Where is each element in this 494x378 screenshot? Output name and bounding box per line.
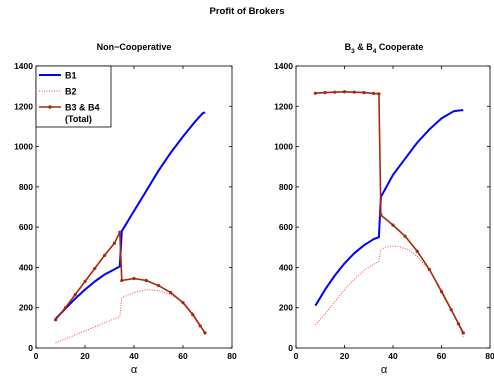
right-series-b34-marker [342,90,347,94]
left-y-tick-label: 1400 [14,61,33,71]
left-y-tick-label: 400 [19,262,33,272]
panel2-title-sub4: 4 [373,48,377,55]
left-series-b34-marker [144,278,148,283]
left-series-b34-marker [63,306,67,310]
legend-b2-label: B2 [65,87,77,97]
right-series-b34-marker [391,223,395,227]
right-series-b34-marker [379,213,383,217]
right-x-tick-label: 40 [388,351,398,361]
left-series-b34-marker [120,278,124,283]
right-y-tick-label: 0 [288,343,293,353]
xlabel-left: α [131,364,138,376]
right-x-tick-label: 60 [437,351,447,361]
left-series-b34-marker [169,291,173,295]
left-series-b34-marker [156,283,161,288]
right-y-tick-label: 800 [279,182,293,192]
left-x-tick-label: 20 [80,351,90,361]
left-x-tick-label: 40 [129,351,139,361]
left-y-tick-label: 800 [19,182,33,192]
legend-b34-label-total: (Total) [65,114,92,124]
left-series-b34-marker [132,276,136,281]
legend-box [35,65,112,128]
panel2-title-cooperate: Cooperate [376,42,423,52]
xlabel-right: α [381,364,388,376]
right-series-b34-marker [333,90,337,94]
right-series-b1-line [314,109,464,307]
left-y-tick-label: 1200 [14,101,33,111]
right-series-b34-marker [456,322,461,326]
legend-b34-marker [48,105,52,109]
left-series-b34-marker [203,331,207,335]
left-series-b34-marker [54,318,58,322]
right-series-b34-marker [377,92,381,96]
right-axes-box [295,65,491,349]
left-series-b34-marker [181,301,185,305]
panel1-title: Non−Cooperative [97,42,172,52]
right-x-tick-label: 20 [340,351,350,361]
right-y-tick-label: 1400 [274,61,293,71]
legend-b1-label: B1 [65,71,77,81]
left-series-b34-marker [118,230,122,234]
right-series-b34-marker [323,90,327,95]
right-y-tick-label: 600 [279,222,293,232]
left-series-b34-marker [73,293,77,297]
right-series-b34-marker [415,249,419,253]
left-y-tick-label: 0 [28,343,33,353]
right-series-b34-marker [439,290,444,294]
left-series-b34-marker [191,313,195,317]
left-series-b1-line [54,111,206,320]
left-y-tick-label: 600 [19,222,33,232]
right-series-b34-marker [449,308,453,312]
left-series-b34-marker [112,241,116,245]
right-x-tick-label: 80 [485,351,494,361]
panel2-title-sub3: 3 [351,48,355,55]
left-y-tick-label: 200 [19,303,33,313]
left-y-tick-label: 1000 [14,142,33,152]
figure-title: Profit of Brokers [210,6,285,17]
right-series-b34-marker [362,90,366,95]
right-series-b34-line [315,91,465,334]
right-series-b34-marker [461,331,465,335]
panel2-title: B3 & B4 Cooperate [345,42,424,55]
legend: B1 B2 B3 & B4 (Total) [35,65,112,128]
left-series-b34-marker [83,279,87,284]
left-x-tick-label: 60 [178,351,188,361]
right-series-b2-line [315,245,464,338]
left-series-b34-marker [198,324,202,328]
right-series-b34-marker [313,91,317,95]
left-x-tick-label: 80 [227,351,237,361]
right-series-b34-marker [372,91,376,95]
left-x-tick-label: 0 [34,351,39,361]
left-series-b34-marker [103,253,107,257]
panel2-title-and-b: & B [355,42,374,52]
right-series-b34-marker [427,267,431,272]
left-series-b34-marker [93,266,97,271]
right-series-b34-marker [352,90,356,94]
right-y-tick-label: 200 [279,303,293,313]
legend-b34-label: B3 & B4 [65,103,100,113]
left-series-b2-line [55,289,206,344]
right-series-b34-marker [403,234,407,238]
panel2-title-b: B [345,42,352,52]
left-series-b34-line [54,231,206,334]
right-y-tick-label: 400 [279,262,293,272]
right-x-tick-label: 0 [294,351,299,361]
right-y-tick-label: 1000 [274,142,293,152]
right-y-tick-label: 1200 [274,101,293,111]
